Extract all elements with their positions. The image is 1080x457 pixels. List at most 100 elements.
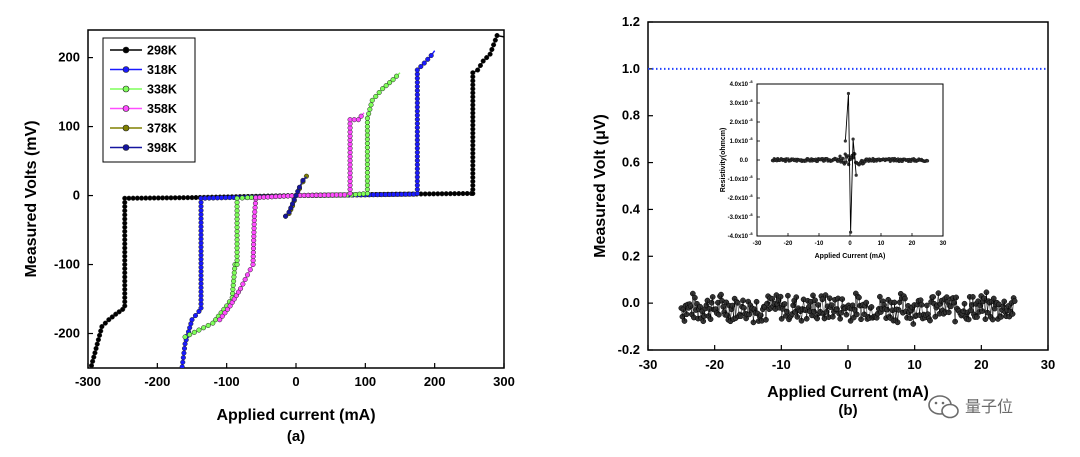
series-point-298K [98,328,104,334]
series-point-358K [252,209,258,215]
wechat-icon [928,395,959,419]
series-point-298K [443,191,449,197]
panel-a-caption: (a) [287,428,305,445]
series-point-298K [431,191,437,197]
legend-box [102,37,196,163]
series-point-338K [364,144,370,151]
series-point-338K [364,157,370,163]
b-series-line [693,297,696,318]
inset-xtick-label: -30 [753,241,762,247]
b-series-line [893,302,895,321]
series-point-298K [155,195,161,201]
series-point-298K [93,345,99,352]
inset-ytick-exponent: -8 [749,212,753,217]
legend-label-338K: 338K [147,83,177,97]
inset-xtick-label: 10 [878,241,885,247]
series-point-358K [244,272,251,278]
inset-ytick-exponent: -8 [749,98,753,103]
series-point-298K [90,358,96,364]
series-point-298K [426,191,432,197]
b-xtick-label: 30 [1041,357,1055,372]
inset-peak-point [851,137,855,141]
series-point-398K [300,177,306,183]
series-point-298K [109,314,115,320]
watermark-text: 量子位 [965,398,1013,416]
panel-a-series [88,32,504,368]
series-point-318K [192,313,199,319]
series-point-298K [489,46,495,53]
series-point-358K [252,205,258,211]
series-point-358K [355,117,361,123]
series-point-298K [122,195,128,201]
series-point-318K [414,67,420,73]
series-point-298K [116,309,122,315]
inset-ytick-exponent: -8 [749,117,753,122]
series-point-338K [364,124,370,130]
series-point-318K [181,350,187,356]
series-point-338K [364,165,370,171]
series-point-298K [447,191,453,197]
a-ytick-label: 100 [58,119,80,134]
series-point-338K [366,111,372,117]
series-point-298K [113,311,119,317]
series-point-338K [364,140,370,146]
series-point-338K [230,286,236,292]
a-xtick-label: -300 [75,374,101,389]
series-point-298K [452,191,458,197]
series-point-318K [418,64,424,70]
inset-xtick-label: 20 [909,241,916,247]
b-series-line [929,301,932,321]
inset-ytick-exponent: -8 [749,231,753,236]
inset-series [770,91,930,234]
series-point-338K [232,266,238,272]
series-point-338K [205,322,211,329]
series-point-398K [283,213,289,219]
legend-marker-318K [122,66,130,73]
inset-ytick-label: -1.0x10 [728,177,749,183]
a-xtick-label: 200 [424,374,446,389]
series-point-338K [364,153,370,159]
inset-ytick-exponent: -8 [749,174,753,179]
series-point-358K [341,192,348,198]
series-point-338K [368,102,374,108]
legend-marker-398K [122,144,130,151]
inset-ytick-label: -3.0x10 [728,215,749,221]
inset-ytick-label: -2.0x10 [728,196,749,202]
inset-peak-point [846,91,851,96]
series-point-298K [487,51,493,57]
inset-xlabel: Applied Current (mA) [815,253,886,260]
series-point-358K [224,306,231,312]
b-series-line [984,298,986,320]
inset-peak-point [854,173,858,177]
panel-a-ticks: -300 -200 -100 0 100 200 300 -200 -100 0 100 200 [54,50,515,389]
b-xtick-label: 0 [844,357,851,372]
inset-peak-point [849,230,853,234]
b-series-line [953,302,956,322]
series-point-318K [181,345,188,352]
inset-xtick-label: 30 [940,241,947,247]
inset-ytick-label: 1.0x10 [730,139,749,145]
series-point-298K [435,191,441,197]
legend-label-378K: 378K [147,122,177,136]
series-point-298K [172,195,178,201]
series-point-338K [393,73,400,79]
series-point-338K [364,119,370,126]
series-point-338K [364,174,370,180]
series-point-358K [252,200,258,206]
series-point-338K [380,86,386,92]
series-point-338K [376,89,382,96]
legend-marker-358K [122,105,130,112]
series-point-338K [364,161,370,167]
series-point-298K [92,350,98,356]
inset-peak-point [843,139,847,143]
a-ytick-label: 200 [58,50,80,65]
series-point-338K [387,80,393,86]
series-point-358K [242,276,248,283]
series-point-338K [196,327,202,333]
series-point-298K [106,317,112,323]
series-point-298K [176,195,182,201]
series-point-298K [181,195,187,201]
inset-ytick-label: 4.0x10 [730,82,749,88]
series-point-298K [491,42,497,48]
panel-b-ylabel: Measured Volt (μV) [592,114,609,258]
